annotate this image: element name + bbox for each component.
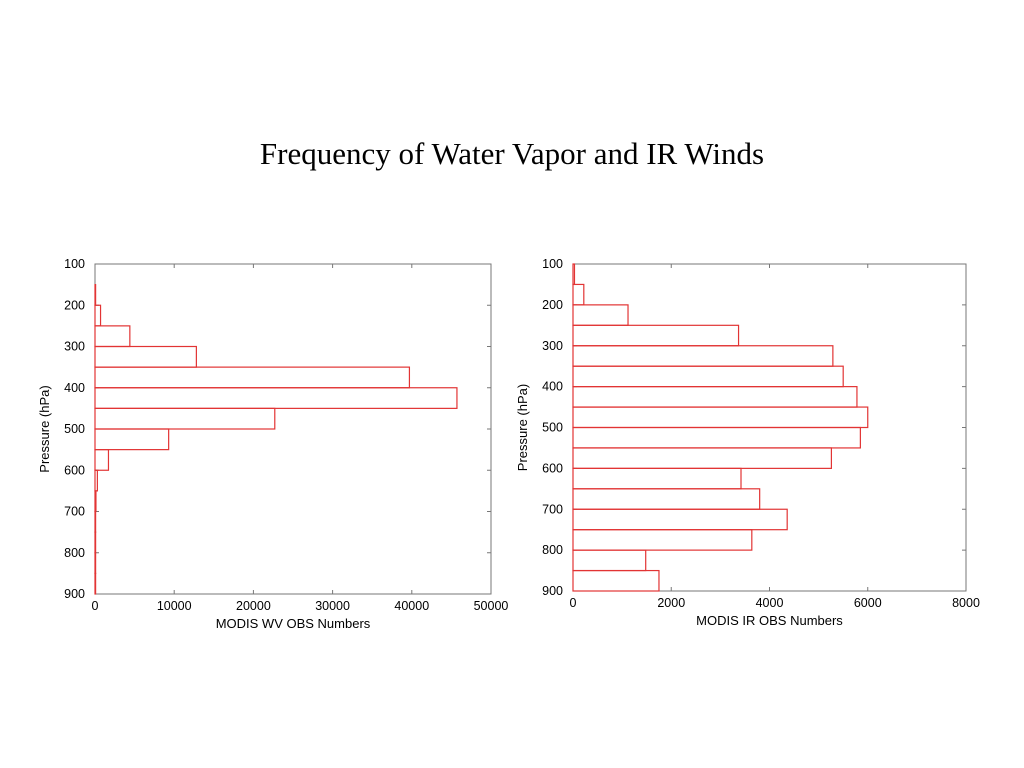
x-tick-label: 30000 (315, 599, 350, 613)
x-tick-label: 50000 (474, 599, 509, 613)
x-axis-title: MODIS WV OBS Numbers (216, 616, 371, 631)
y-axis-title: Pressure (hPa) (515, 384, 530, 471)
x-tick-label: 2000 (657, 596, 685, 610)
histogram-bar (94, 325, 131, 348)
y-tick-label: 600 (542, 461, 563, 475)
histogram-bar (94, 510, 97, 533)
y-tick-label: 800 (64, 546, 85, 560)
y-tick-label: 500 (64, 422, 85, 436)
histogram-bar (572, 386, 858, 408)
histogram-bar (572, 426, 861, 449)
histogram-bar (572, 549, 647, 572)
x-tick-label: 8000 (952, 596, 980, 610)
y-tick-label: 300 (64, 340, 85, 354)
y-tick-label: 900 (542, 584, 563, 598)
x-tick-label: 0 (92, 599, 99, 613)
histogram-bar (94, 345, 197, 368)
chart-panel-1: 0 10000 20000 30000 40000 50000 100 200 300 400 50… (37, 257, 508, 631)
histogram-bar (94, 428, 170, 451)
y-tick-label: 400 (64, 381, 85, 395)
y-tick-label: 500 (542, 421, 563, 435)
y-tick-label: 400 (542, 380, 563, 394)
y-axis-title: Pressure (hPa) (37, 385, 52, 472)
histogram-bar (572, 304, 629, 326)
histogram-bar (572, 569, 660, 592)
y-tick-label: 100 (64, 257, 85, 271)
x-tick-label: 10000 (157, 599, 192, 613)
histogram-bar (94, 572, 97, 595)
histogram-bar (572, 406, 869, 429)
histogram-bar (572, 508, 788, 531)
x-tick-label: 6000 (854, 596, 882, 610)
x-tick-label: 20000 (236, 599, 271, 613)
histogram-bar (94, 304, 102, 327)
histogram-bar (572, 283, 585, 306)
chart-panel-2: 0 2000 4000 6000 8000 100 200 300 400 500 600 700 80… (515, 257, 980, 628)
y-tick-label: 700 (64, 505, 85, 519)
histogram-bar (572, 529, 753, 551)
y-tick-label: 800 (542, 543, 563, 557)
y-tick-label: 700 (542, 502, 563, 516)
histogram-bar (572, 324, 740, 347)
histogram-bar (572, 488, 761, 510)
histogram-bar (94, 407, 276, 430)
histogram-bar (94, 469, 98, 492)
histogram-bar (94, 531, 97, 554)
histogram-bar (572, 467, 742, 490)
histogram-bar (94, 552, 97, 574)
x-tick-label: 0 (570, 596, 577, 610)
histogram-bar (94, 284, 97, 306)
histogram-bar (94, 449, 110, 471)
y-tick-label: 600 (64, 463, 85, 477)
x-axis-title: MODIS IR OBS Numbers (696, 613, 843, 628)
y-tick-label: 300 (542, 339, 563, 353)
histogram-bar (572, 345, 834, 367)
y-tick-label: 100 (542, 257, 563, 271)
y-tick-label: 200 (542, 298, 563, 312)
x-tick-label: 4000 (756, 596, 784, 610)
histogram-bar (572, 447, 832, 469)
histogram-bar (572, 263, 576, 286)
slide-title: Frequency of Water Vapor and IR Winds (259, 136, 765, 171)
histogram-bar (572, 365, 844, 388)
y-tick-label: 900 (64, 587, 85, 601)
x-tick-label: 40000 (394, 599, 429, 613)
histogram-bar (94, 366, 411, 389)
y-tick-label: 200 (64, 298, 85, 312)
histogram-bar (94, 387, 458, 409)
histogram-bar (94, 490, 97, 513)
